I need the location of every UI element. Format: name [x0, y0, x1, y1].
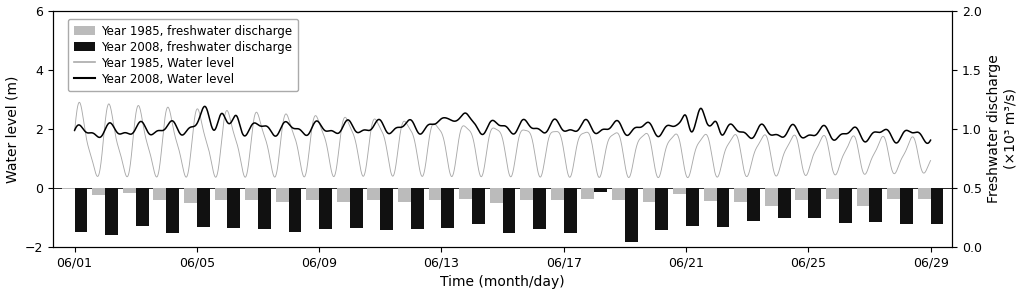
Bar [429, 188, 442, 200]
Y-axis label: Freshwater discharge
(×10³ m³/s): Freshwater discharge (×10³ m³/s) [987, 55, 1018, 203]
Bar [319, 188, 332, 230]
Bar [870, 188, 882, 222]
Bar [551, 188, 564, 200]
Bar [75, 188, 87, 232]
Bar [887, 188, 900, 199]
Bar [765, 188, 777, 206]
Bar [398, 188, 411, 201]
Bar [839, 188, 852, 223]
Y-axis label: Water level (m): Water level (m) [5, 75, 19, 183]
Bar [276, 188, 288, 201]
Bar [184, 188, 196, 203]
Bar [747, 188, 760, 221]
Bar [306, 188, 319, 200]
Bar [533, 188, 546, 229]
Bar [625, 188, 637, 242]
Bar [258, 188, 271, 229]
Bar [215, 188, 227, 200]
Bar [136, 188, 148, 226]
Bar [716, 188, 729, 227]
Bar [381, 188, 393, 230]
Bar [123, 188, 136, 193]
Bar [411, 188, 424, 230]
Bar [918, 188, 931, 199]
Bar [808, 188, 821, 218]
Bar [826, 188, 839, 199]
Bar [521, 188, 533, 200]
Bar [227, 188, 240, 228]
Bar [288, 188, 302, 232]
Bar [931, 188, 943, 224]
Legend: Year 1985, freshwater discharge, Year 2008, freshwater discharge, Year 1985, Wat: Year 1985, freshwater discharge, Year 20… [69, 19, 298, 91]
Bar [612, 188, 625, 200]
Bar [459, 188, 472, 199]
Bar [900, 188, 913, 224]
Bar [105, 188, 118, 235]
Bar [350, 188, 362, 228]
Bar [777, 188, 791, 218]
Bar [735, 188, 747, 202]
Bar [490, 188, 502, 203]
Bar [167, 188, 179, 233]
Bar [246, 188, 258, 200]
Bar [686, 188, 699, 226]
Bar [92, 188, 105, 194]
Bar [196, 188, 210, 227]
Bar [704, 188, 716, 201]
Bar [856, 188, 870, 206]
Bar [642, 188, 656, 201]
Bar [796, 188, 808, 200]
Bar [656, 188, 668, 230]
Bar [442, 188, 454, 228]
Bar [367, 188, 381, 200]
X-axis label: Time (month/day): Time (month/day) [440, 276, 565, 289]
Bar [153, 188, 167, 200]
Bar [337, 188, 350, 201]
Bar [594, 188, 607, 191]
Bar [472, 188, 485, 224]
Bar [502, 188, 516, 233]
Bar [61, 188, 75, 189]
Bar [673, 188, 686, 194]
Bar [564, 188, 577, 233]
Bar [581, 188, 594, 199]
